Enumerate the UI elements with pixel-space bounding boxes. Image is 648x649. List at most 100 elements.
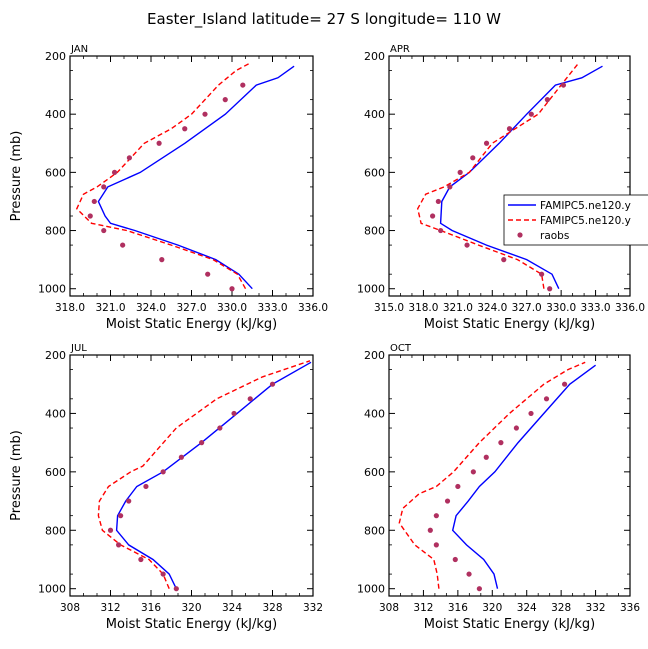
raobs-point bbox=[438, 227, 444, 234]
raobs-point bbox=[107, 527, 114, 533]
x-tick-label: 316 bbox=[448, 602, 468, 614]
plot-frame bbox=[69, 354, 314, 597]
raobs-point bbox=[513, 425, 519, 431]
raobs-point bbox=[483, 140, 490, 146]
y-tick-label: 600 bbox=[364, 166, 385, 179]
panel-title: JUL bbox=[70, 343, 87, 354]
x-tick-label: 324 bbox=[517, 602, 537, 614]
x-axis-label: Moist Static Energy (kJ/kg) bbox=[424, 617, 595, 632]
raobs-point bbox=[544, 97, 550, 103]
x-tick-label: 308 bbox=[60, 602, 80, 614]
raobs-point bbox=[269, 381, 276, 387]
y-tick-label: 400 bbox=[45, 108, 66, 121]
x-tick-label: 324.0 bbox=[136, 302, 166, 314]
raobs-point bbox=[427, 527, 433, 533]
x-tick-label: 332 bbox=[303, 602, 323, 614]
raobs-point bbox=[156, 140, 162, 146]
legend-label: FAMIPC5.ne120.y bbox=[540, 200, 631, 212]
raobs-point bbox=[455, 483, 461, 490]
raobs-point bbox=[160, 571, 166, 577]
raobs-point bbox=[159, 257, 165, 263]
raobs-point bbox=[466, 571, 472, 577]
x-tick-label: 316 bbox=[141, 602, 161, 614]
figure-title: Easter_Island latitude= 27 S longitude= … bbox=[147, 10, 501, 29]
raobs-point bbox=[118, 513, 124, 519]
series-group bbox=[398, 361, 597, 592]
raobs-point bbox=[87, 213, 93, 219]
raobs-point bbox=[91, 198, 97, 205]
plot-frame bbox=[69, 55, 314, 297]
raobs-point bbox=[101, 227, 107, 234]
raobs-point bbox=[126, 498, 132, 504]
series-group bbox=[416, 62, 603, 292]
x-tick-label: 312 bbox=[100, 602, 120, 614]
raobs-point bbox=[470, 469, 476, 475]
raobs-point bbox=[143, 483, 149, 490]
x-tick-label: 328 bbox=[262, 602, 282, 614]
raobs-point bbox=[111, 169, 118, 175]
raobs-point bbox=[560, 82, 567, 88]
raobs-point bbox=[483, 454, 489, 460]
raobs-point bbox=[217, 425, 223, 431]
x-tick-label: 318.0 bbox=[408, 302, 438, 314]
y-tick-label: 800 bbox=[45, 225, 66, 238]
legend: FAMIPC5.ne120.y FAMIPC5.ne120.y raobs bbox=[503, 194, 648, 246]
series-line-dashed bbox=[97, 360, 311, 589]
y-tick-label: 800 bbox=[45, 524, 66, 537]
series-line-dashed bbox=[75, 62, 250, 290]
y-tick-label: 400 bbox=[364, 407, 385, 420]
y-tick-label: 200 bbox=[45, 50, 66, 63]
raobs-point bbox=[501, 257, 507, 263]
raobs-point bbox=[528, 410, 534, 417]
x-tick-label: 336 bbox=[620, 602, 640, 614]
raobs-point bbox=[173, 586, 179, 592]
y-axis-label: Pressure (mb) bbox=[9, 430, 24, 521]
raobs-point bbox=[470, 155, 476, 161]
x-tick-label: 327.0 bbox=[512, 302, 542, 314]
panels: JAN 318.0 321.0 324.0 327.0 330.0 333.0 336.0 20… bbox=[9, 44, 645, 632]
y-tick-label: 200 bbox=[364, 349, 385, 362]
raobs-point bbox=[240, 82, 246, 88]
raobs-point bbox=[506, 126, 513, 132]
y-tick-label: 600 bbox=[364, 466, 385, 479]
raobs-point bbox=[547, 286, 553, 292]
y-tick-label: 1000 bbox=[357, 583, 385, 596]
y-tick-label: 1000 bbox=[357, 283, 385, 296]
raobs-point bbox=[444, 498, 451, 504]
x-tick-label: 327.0 bbox=[176, 302, 206, 314]
panel-title: APR bbox=[390, 44, 410, 55]
raobs-point bbox=[464, 242, 470, 248]
y-tick-label: 600 bbox=[45, 166, 66, 179]
series-group bbox=[75, 62, 295, 292]
raobs-point bbox=[116, 542, 122, 548]
x-tick-label: 333.0 bbox=[257, 302, 287, 314]
x-axis-label: Moist Static Energy (kJ/kg) bbox=[106, 317, 277, 332]
panel-jul: JUL 308 312 316 320 324 328 332 200 400 600 800 1000… bbox=[9, 343, 323, 632]
raobs-point bbox=[101, 184, 107, 190]
x-tick-label: 332 bbox=[586, 602, 606, 614]
x-tick-label: 333.0 bbox=[581, 302, 611, 314]
series-line-solid bbox=[97, 65, 295, 290]
panel-title: JAN bbox=[70, 44, 88, 55]
raobs-point bbox=[528, 111, 534, 117]
raobs-point bbox=[120, 242, 126, 248]
legend-label: raobs bbox=[540, 230, 569, 242]
panel-title: OCT bbox=[390, 343, 412, 354]
x-tick-label: 312 bbox=[413, 602, 433, 614]
x-tick-label: 336.0 bbox=[615, 302, 645, 314]
x-tick-label: 321.0 bbox=[95, 302, 125, 314]
raobs-point bbox=[160, 469, 166, 475]
y-tick-label: 200 bbox=[364, 50, 385, 63]
y-tick-label: 400 bbox=[364, 108, 385, 121]
y-tick-label: 1000 bbox=[38, 283, 66, 296]
series-line-dashed bbox=[398, 361, 586, 589]
raobs-point bbox=[202, 111, 208, 117]
raobs-point bbox=[199, 440, 205, 446]
y-tick-label: 400 bbox=[45, 407, 66, 420]
x-tick-label: 324.0 bbox=[477, 302, 507, 314]
x-axis-label: Moist Static Energy (kJ/kg) bbox=[106, 617, 277, 632]
raobs-point bbox=[435, 198, 441, 205]
x-tick-label: 320 bbox=[482, 602, 502, 614]
series-line-solid bbox=[451, 364, 597, 589]
